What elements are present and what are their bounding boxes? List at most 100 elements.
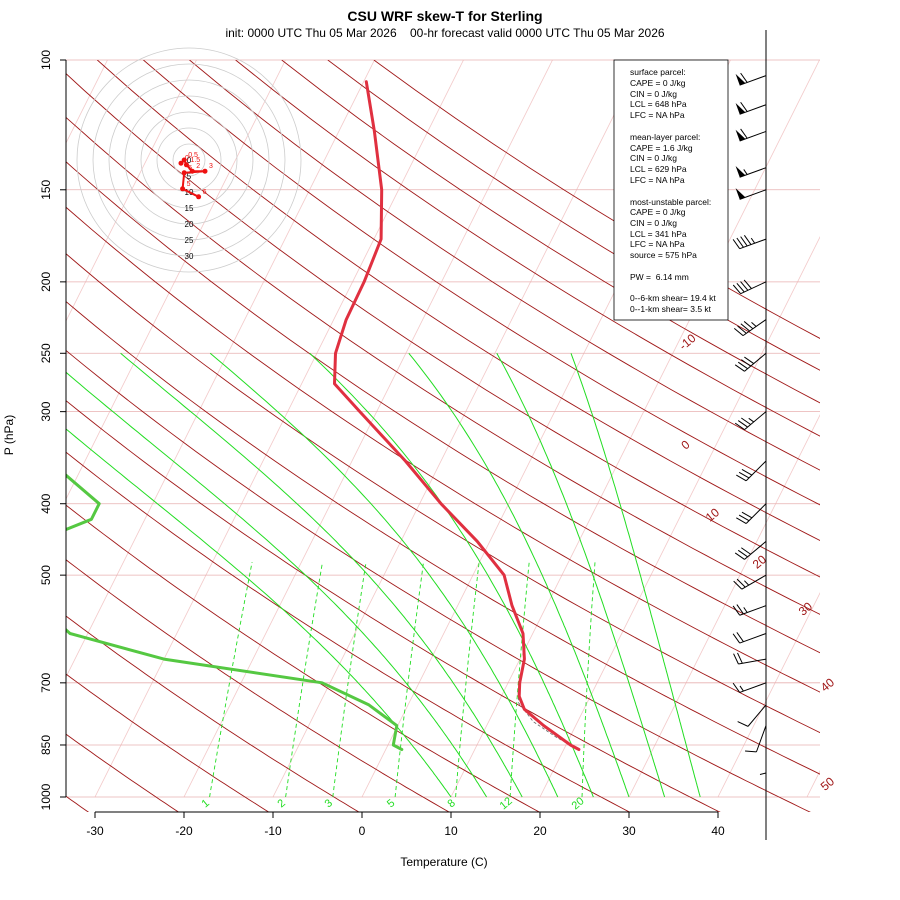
wind-barb-half [743,169,748,175]
wind-barb [734,411,767,431]
wind-barb-staff [739,605,767,616]
wind-barb-full [740,101,748,112]
wind-barb-full [741,511,753,519]
hodograph-ring-label: 25 [185,236,194,245]
stat-surface-0: surface parcel: [630,67,686,77]
wind-barb-full [740,323,750,332]
isotherm-line [66,60,375,678]
wind-barb-flag [735,188,746,200]
hodograph-ring [124,95,254,225]
dry-adiabat-line [66,451,631,812]
theta-label: 0 [678,437,692,452]
wind-barbs [732,72,767,775]
wind-barb [735,72,767,86]
wind-barb-staff [739,682,767,693]
stat-mu-0: most-unstable parcel: [630,197,711,207]
wind-barb [735,188,767,200]
hodograph-ring [108,79,270,241]
dewpoint-line [66,473,404,751]
wind-barb-full [741,547,751,555]
isotherm-lines [66,60,820,798]
pressure-axis: 100 150 200 250 300 400 500 700 850 1000 [39,50,66,810]
isotherm-line [717,592,820,798]
stat-mu-5: source = 575 hPa [630,250,697,260]
mixing-ratio-label: 20 [570,795,587,812]
wind-barb-full [736,604,744,615]
wind-barb-flag [735,103,746,115]
dry-adiabat-line [66,253,820,734]
wind-barb [732,234,767,250]
hodograph-ring-label: 5 [187,172,192,181]
wind-barb-full [740,236,748,247]
pressure-tick-label: 300 [39,401,53,421]
mixing-ratio-label: 8 [445,797,457,810]
mixing-ratio-label: 3 [323,797,335,810]
pressure-tick-label: 500 [39,565,53,585]
hodograph-point-label: 5 [187,181,191,188]
wind-barb [732,604,767,616]
pressure-tick-label: 100 [39,50,53,70]
wind-barb-half [744,580,750,586]
wind-barb-full [740,72,748,83]
mixing-ratio-line [581,562,596,798]
wind-barb-full [732,682,741,693]
mixing-ratio-line [509,562,530,798]
dry-adiabat-line [66,504,541,812]
wind-barb-half [743,607,748,613]
wind-barb-staff [739,130,767,142]
moist-adiabat-line [309,352,594,798]
dry-adiabat-line [66,673,270,812]
profiles [66,80,581,751]
wind-barb-staff [739,238,767,250]
dry-adiabat-line [143,60,820,506]
moist-adiabat-line [408,352,630,798]
wind-barb [734,352,767,372]
stat-surface-4: LFC = NA hPa [630,110,685,120]
hodograph-point [202,168,208,174]
hodograph-point [180,186,186,192]
temperature-line [333,80,581,751]
theta-label: 10 [703,505,722,525]
wind-barb-half [751,322,757,327]
wind-barb-staff [745,460,767,482]
wind-barb-full [737,721,749,727]
theta-label: -10 [676,331,699,353]
pressure-tick-label: 700 [39,673,53,693]
stat-mu-4: LFC = NA hPa [630,239,685,249]
stat-mean-4: LFC = NA hPa [630,175,685,185]
wind-barb-full [736,632,744,642]
isotherm-line [272,60,642,798]
theta-label: 30 [796,599,815,619]
wind-barb-full [734,422,745,431]
wind-barb-full [737,549,748,558]
theta-label: 40 [818,675,837,695]
temperature-tick-label: -10 [264,824,282,838]
wind-barb [735,166,767,178]
dry-adiabat-line [97,60,820,542]
wind-barb-staff [744,352,767,372]
wind-barb-full [734,552,745,560]
wind-barb-flag [735,129,746,141]
wind-barb-full [736,282,745,293]
hodograph-point-label: 5 [188,165,192,172]
wind-barb-full [741,417,751,425]
wind-barb-staff [738,658,767,665]
wind-barb-full [737,325,747,334]
wind-barb [735,101,767,115]
hodograph-ring-label: 30 [185,252,194,261]
wind-barb-full [743,321,754,330]
dry-adiabat-line [66,733,180,812]
wind-barb [734,541,767,560]
wind-barb-staff [739,167,767,178]
hodograph-point [181,170,187,176]
hodograph-ring [172,143,206,177]
isotherm-line [66,60,197,322]
wind-barb-staff [742,319,767,337]
pressure-tick-label: 1000 [39,783,53,810]
dry-adiabat-line [66,116,820,615]
pressure-tick-label: 850 [39,735,53,755]
wind-barb-staff [741,574,767,590]
wind-barb-full [733,580,743,590]
wind-barb [733,319,767,337]
